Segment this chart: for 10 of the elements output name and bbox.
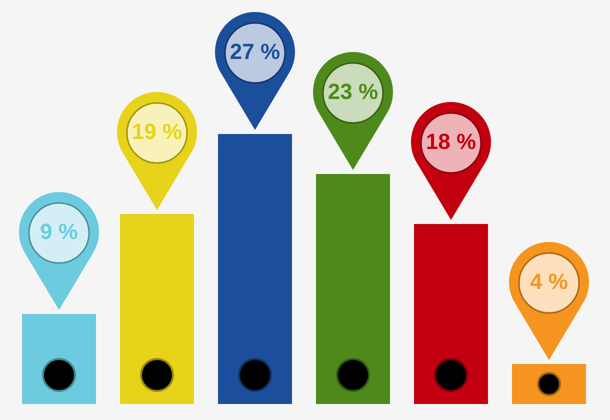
data-label: 4 %: [530, 269, 568, 294]
data-label: 18 %: [426, 129, 476, 154]
bar: [120, 214, 194, 404]
data-label: 19 %: [132, 119, 182, 144]
bar: [218, 134, 292, 404]
data-label: 9 %: [40, 219, 78, 244]
data-label: 23 %: [328, 79, 378, 104]
bar: [316, 174, 390, 404]
bar: [414, 224, 488, 404]
data-label: 27 %: [230, 39, 280, 64]
